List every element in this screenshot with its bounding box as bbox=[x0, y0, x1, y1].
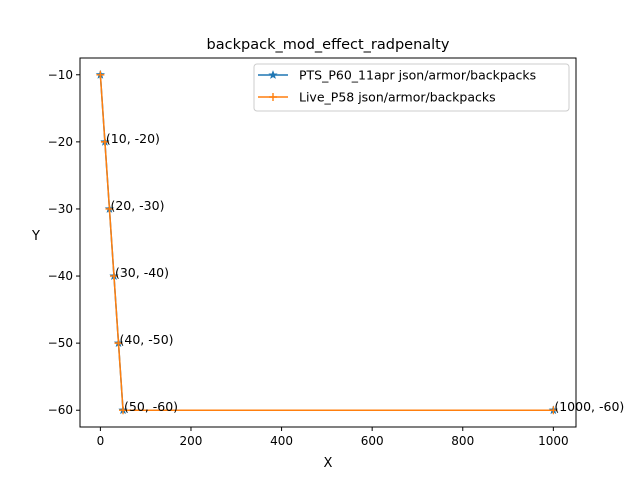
y-tick-label: −60 bbox=[48, 403, 73, 417]
data-label: (50, -60) bbox=[124, 399, 178, 414]
series-line bbox=[99, 74, 554, 411]
y-tick-label: −50 bbox=[48, 336, 73, 350]
series-line bbox=[99, 74, 554, 411]
data-point bbox=[119, 406, 128, 415]
plot-area: (10, -20) (20, -30) (30, -40) (40, -50) (50,… bbox=[95, 69, 624, 415]
y-tick-label: −20 bbox=[48, 135, 73, 149]
plot-frame bbox=[79, 57, 577, 428]
x-axis: 0 200 400 600 800 1000 bbox=[97, 427, 569, 448]
x-tick-label: 600 bbox=[361, 434, 384, 448]
chart-title: backpack_mod_effect_radpenalty bbox=[207, 37, 450, 53]
x-tick-label: 1000 bbox=[538, 434, 569, 448]
data-label: (1000, -60) bbox=[554, 399, 624, 414]
y-axis: −10 −20 −30 −40 −50 −60 bbox=[48, 68, 80, 417]
data-point bbox=[109, 272, 118, 281]
data-label: (30, -40) bbox=[115, 265, 169, 280]
y-tick-label: −10 bbox=[48, 68, 73, 82]
data-label: (20, -30) bbox=[110, 198, 164, 213]
x-tick-label: 800 bbox=[451, 434, 474, 448]
legend-label: Live_P58 json/armor/backpacks bbox=[299, 90, 496, 105]
series-0 bbox=[95, 69, 558, 415]
x-tick-label: 0 bbox=[97, 434, 105, 448]
legend-label: PTS_P60_11apr json/armor/backpacks bbox=[299, 68, 536, 83]
x-axis-label: X bbox=[324, 456, 333, 471]
data-point bbox=[549, 406, 558, 415]
y-tick-label: −30 bbox=[48, 202, 73, 216]
data-point bbox=[96, 70, 105, 79]
legend-box bbox=[253, 63, 570, 112]
data-point bbox=[100, 137, 109, 146]
x-tick-label: 400 bbox=[270, 434, 293, 448]
data-label: (40, -50) bbox=[120, 332, 174, 347]
series-1 bbox=[96, 70, 558, 415]
x-tick-label: 200 bbox=[180, 434, 203, 448]
data-point bbox=[114, 339, 123, 348]
data-point bbox=[105, 204, 114, 213]
legend-marker bbox=[268, 70, 278, 79]
y-tick-label: −40 bbox=[48, 269, 73, 283]
legend-marker bbox=[269, 93, 277, 101]
y-axis-label: Y bbox=[31, 229, 40, 244]
legend: PTS_P60_11apr json/armor/backpacks Live_P… bbox=[253, 63, 570, 112]
data-label: (10, -20) bbox=[106, 131, 160, 146]
